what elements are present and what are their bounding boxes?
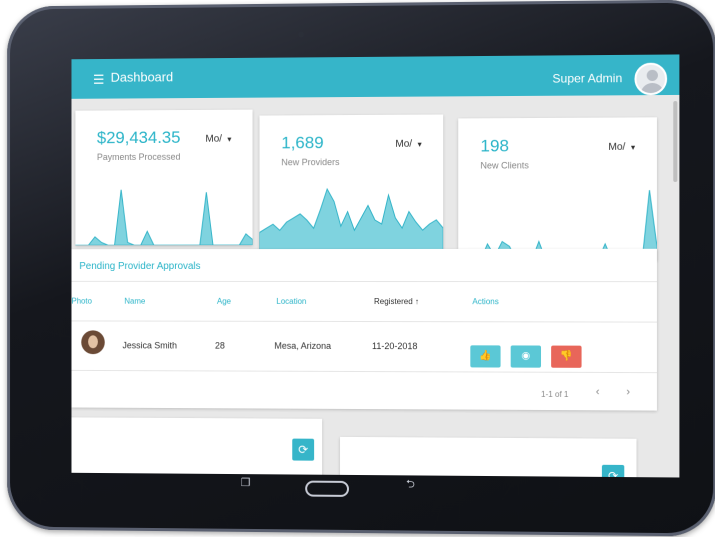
sparkline-area bbox=[259, 189, 443, 253]
card-title: Pending Provider Approvals bbox=[79, 261, 200, 272]
avatar[interactable] bbox=[634, 63, 667, 96]
thumbs-up-icon: 👍 bbox=[479, 350, 492, 361]
approve-button[interactable]: 👍 bbox=[470, 345, 500, 367]
caret-down-icon: ▼ bbox=[416, 142, 423, 149]
sparkline-providers bbox=[259, 185, 443, 253]
reject-button[interactable]: 👎 bbox=[551, 346, 581, 368]
caret-down-icon: ▼ bbox=[226, 137, 233, 144]
view-button[interactable]: ◉ bbox=[511, 345, 541, 367]
period-dropdown[interactable]: Mo/▼ bbox=[608, 142, 636, 153]
recent-apps-icon[interactable]: ❐ bbox=[241, 476, 251, 489]
lower-card-right: ⟳ bbox=[340, 437, 636, 478]
home-button[interactable] bbox=[305, 481, 349, 497]
camera-icon bbox=[298, 31, 304, 37]
period-dropdown[interactable]: Mo/▼ bbox=[395, 139, 423, 150]
stat-label: New Providers bbox=[281, 157, 339, 167]
menu-icon[interactable]: ☰ bbox=[93, 72, 104, 88]
stat-card-payments: $29,434.35 Payments Processed Mo/▼ bbox=[75, 110, 252, 246]
stat-value: 1,689 bbox=[281, 133, 323, 153]
cell-location: Mesa, Arizona bbox=[274, 341, 331, 351]
stat-card-providers: 1,689 New Providers Mo/▼ bbox=[259, 115, 443, 254]
column-header-name[interactable]: Name bbox=[124, 297, 145, 306]
period-dropdown[interactable]: Mo/▼ bbox=[205, 134, 232, 145]
cell-age: 28 bbox=[215, 341, 225, 351]
tablet-device: ❐ ⮌ ☰ Dashboard Super Admin $29,434.35 P… bbox=[7, 0, 715, 537]
stat-value: 198 bbox=[480, 136, 509, 156]
sort-arrow-up-icon: ↑ bbox=[415, 297, 419, 306]
pending-approvals-card: Pending Provider Approvals Photo Name Ag… bbox=[71, 249, 656, 411]
cell-name: Jessica Smith bbox=[122, 340, 177, 350]
refresh-icon: ⟳ bbox=[608, 469, 618, 478]
provider-photo bbox=[81, 330, 104, 354]
refresh-icon: ⟳ bbox=[298, 443, 308, 457]
column-header-photo: Photo bbox=[71, 297, 91, 306]
refresh-button[interactable]: ⟳ bbox=[292, 439, 314, 461]
top-bar: ☰ Dashboard Super Admin bbox=[71, 54, 679, 98]
refresh-button[interactable]: ⟳ bbox=[602, 465, 624, 478]
prev-page-icon[interactable]: ‹ bbox=[596, 386, 600, 398]
sparkline-area bbox=[75, 189, 252, 245]
pagination-range: 1-1 of 1 bbox=[541, 390, 569, 399]
column-header-age[interactable]: Age bbox=[217, 297, 231, 306]
scrollbar[interactable] bbox=[673, 101, 677, 182]
thumbs-down-icon: 👎 bbox=[560, 351, 573, 362]
stat-label: Payments Processed bbox=[97, 152, 181, 162]
sparkline-payments bbox=[75, 185, 252, 245]
next-page-icon[interactable]: › bbox=[626, 386, 630, 398]
caret-down-icon: ▼ bbox=[629, 145, 636, 152]
column-header-location[interactable]: Location bbox=[276, 297, 306, 306]
eye-icon: ◉ bbox=[521, 351, 530, 362]
app-screen: ☰ Dashboard Super Admin $29,434.35 Payme… bbox=[71, 54, 679, 477]
stat-label: New Clients bbox=[480, 160, 528, 170]
cell-registered: 11-20-2018 bbox=[372, 341, 417, 351]
back-icon[interactable]: ⮌ bbox=[406, 475, 415, 494]
stat-value: $29,434.35 bbox=[97, 128, 181, 148]
column-header-actions: Actions bbox=[472, 297, 498, 306]
column-header-registered[interactable]: Registered ↑ bbox=[374, 297, 419, 306]
lower-card-left: ⟳ bbox=[71, 417, 322, 477]
stat-card-clients: 198 New Clients Mo/▼ bbox=[458, 117, 657, 261]
page-title: Dashboard bbox=[111, 69, 174, 84]
user-name[interactable]: Super Admin bbox=[552, 71, 622, 86]
